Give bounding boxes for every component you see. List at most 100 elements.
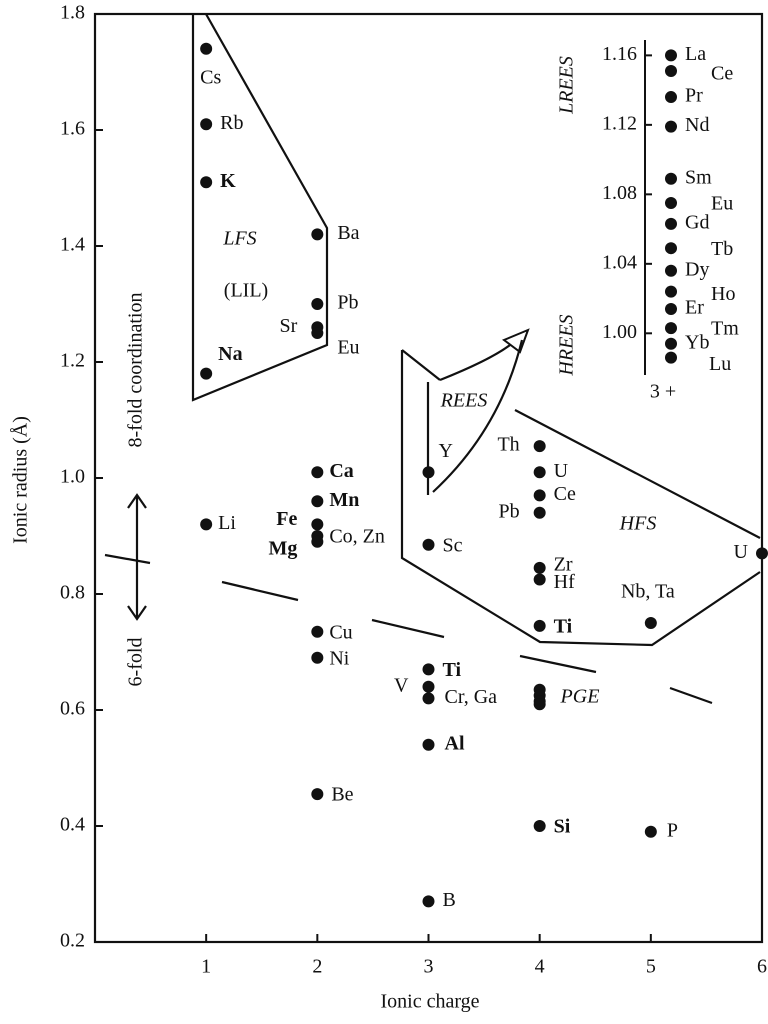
inset-point-label: Er [685, 297, 704, 319]
annotation: HREES [556, 314, 578, 376]
point [533, 820, 546, 832]
point-label: Rb [220, 112, 243, 134]
inset-point [665, 242, 677, 255]
inset-point-label: Nd [685, 114, 709, 136]
point [644, 617, 657, 629]
inset-point [665, 91, 677, 104]
x-tick-label: 6 [757, 956, 767, 978]
inset-point [665, 65, 677, 78]
inset-point-label: Tm [711, 318, 739, 340]
inset-point [665, 264, 677, 277]
inset-point [665, 337, 677, 350]
point-label: Pb [337, 292, 358, 314]
point [533, 619, 546, 632]
annotation: 8-fold coordination [125, 293, 147, 448]
annotation: 6-fold [125, 638, 147, 687]
point [422, 738, 435, 751]
inset-tick-label: 1.08 [602, 182, 637, 204]
point [422, 538, 435, 551]
point-label: Si [554, 816, 571, 838]
point-label: Nb, Ta [621, 581, 675, 603]
annotation: REES [440, 390, 488, 412]
point-label: Sr [280, 315, 298, 337]
y-tick-label: 0.2 [60, 930, 85, 952]
point-label: Ca [329, 460, 353, 482]
point-label: Ti [443, 659, 462, 681]
y-tick-label: 0.4 [60, 814, 85, 836]
inset-point [665, 120, 677, 133]
y-tick-label: 0.8 [60, 582, 85, 604]
inset-point [665, 285, 677, 298]
x-axis-label: Ionic charge [380, 991, 479, 1013]
inset-point [665, 302, 677, 315]
point [200, 518, 213, 531]
y-tick-label: 1.0 [60, 466, 85, 488]
y-tick-label: 0.6 [60, 698, 85, 720]
inset-point-label: Pr [685, 85, 703, 107]
point [533, 561, 546, 574]
inset-point [665, 217, 677, 230]
inset-point [665, 351, 677, 364]
inset-point [665, 322, 677, 335]
point-label: Na [218, 343, 242, 365]
inset-point-label: Yb [685, 331, 709, 353]
point [533, 440, 546, 453]
point [311, 228, 324, 241]
point-label: U [554, 460, 569, 482]
point [422, 663, 435, 676]
point [644, 825, 657, 838]
point [311, 495, 324, 508]
inset-point-label: Tb [711, 238, 733, 260]
point-label: Co, Zn [329, 526, 385, 548]
point-label: Ce [554, 483, 576, 505]
point-label: Be [331, 784, 353, 806]
point-label: V [394, 674, 409, 696]
y-tick-label: 1.6 [60, 118, 85, 140]
point [311, 518, 324, 531]
point-label: Fe [276, 508, 297, 530]
point [311, 466, 324, 479]
y-tick-label: 1.4 [60, 234, 85, 256]
point [533, 698, 546, 711]
coordination-boundary [104, 553, 713, 705]
point-label: Mn [329, 489, 359, 511]
point-label: Hf [554, 571, 575, 593]
point-label: Ti [554, 615, 573, 637]
point [422, 895, 435, 908]
point-label: B [443, 889, 456, 911]
point-label: Pb [499, 500, 520, 522]
inset-point [665, 197, 677, 210]
point [200, 367, 213, 380]
y-tick-label: 1.8 [60, 2, 85, 24]
x-tick-label: 1 [201, 956, 211, 978]
point-label: P [667, 819, 678, 841]
x-tick-label: 4 [535, 956, 545, 978]
point-label: Cu [329, 621, 352, 643]
inset-tick-label: 1.16 [602, 43, 637, 65]
point [200, 42, 213, 55]
lfs-field [191, 13, 329, 402]
point-label: Li [218, 512, 236, 534]
point-label: Eu [337, 337, 359, 359]
inset-point [665, 49, 677, 62]
point [756, 547, 768, 560]
inset-point [665, 172, 677, 185]
point [533, 489, 546, 502]
rees-arrow [426, 339, 524, 495]
point [311, 625, 324, 638]
point [533, 466, 546, 479]
annotation: HFS [619, 513, 657, 535]
inset-tick-label: 1.04 [602, 251, 637, 273]
inset-point-label: Gd [685, 211, 709, 233]
inset-point-label: Sm [685, 166, 712, 188]
coordination-arrow [127, 493, 147, 621]
annotation: LREES [556, 56, 578, 115]
point [311, 788, 324, 801]
arrow-head [502, 328, 530, 354]
point-label: Th [497, 434, 519, 456]
point [311, 327, 324, 339]
x-tick-label: 3 [424, 956, 434, 978]
y-axis-label: Ionic radius (Å) [10, 416, 32, 544]
point-label: Ba [337, 222, 359, 244]
